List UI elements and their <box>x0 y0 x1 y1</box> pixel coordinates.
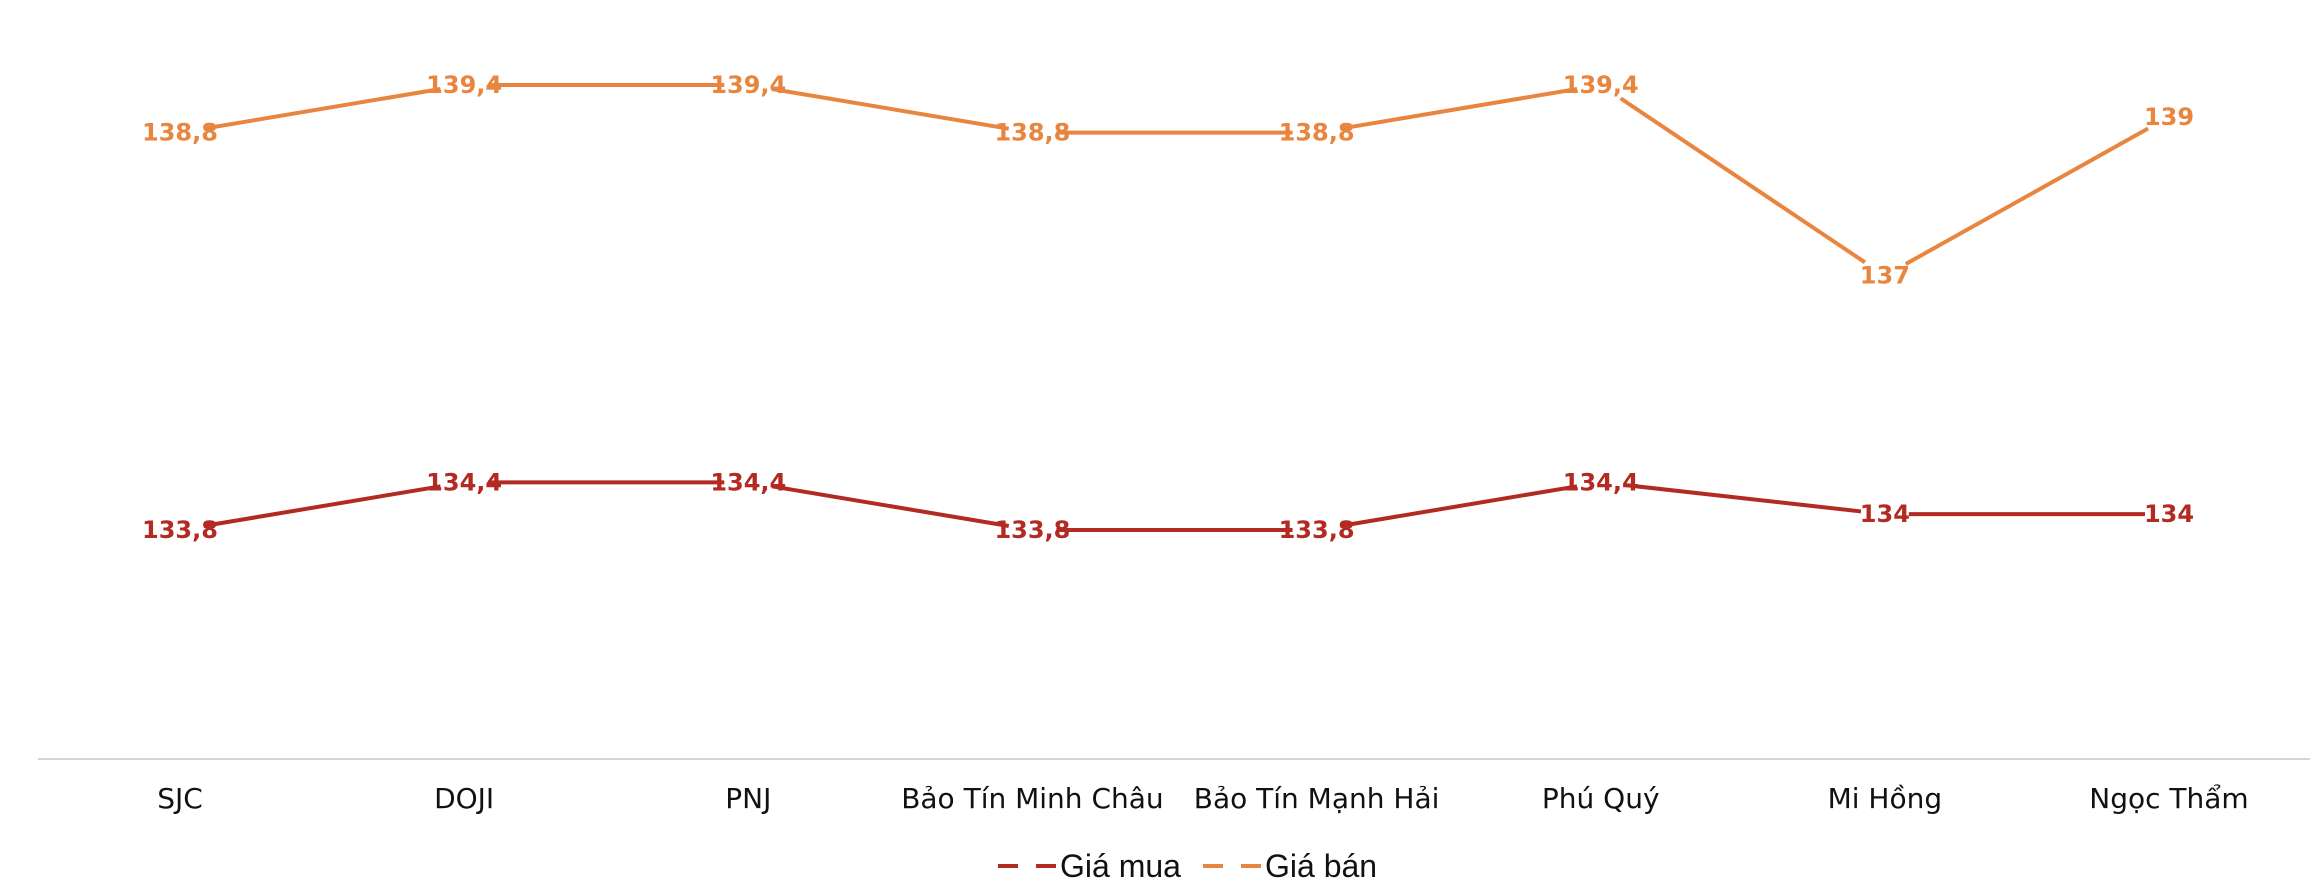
data-label: 134 <box>1860 500 1910 528</box>
data-label: 139,4 <box>710 71 786 99</box>
series-segment <box>1904 126 2150 266</box>
series-segment <box>1619 96 1867 264</box>
category-label: Mi Hồng <box>1828 782 1943 815</box>
category-label: Ngọc Thẩm <box>2089 782 2248 815</box>
series-segment <box>771 484 1010 529</box>
legend: Giá mua Giá bán <box>998 848 1377 884</box>
data-label: 133,8 <box>1279 516 1355 544</box>
series-segment <box>1339 86 1578 131</box>
category-label: Phú Quý <box>1542 782 1660 815</box>
category-label: Bảo Tín Minh Châu <box>901 782 1163 815</box>
series-segment <box>771 86 1010 131</box>
data-label: 134,4 <box>426 468 502 496</box>
legend-label: Giá mua <box>1060 848 1181 884</box>
category-label: SJC <box>157 782 203 815</box>
legend-item: Giá mua <box>998 848 1181 884</box>
legend-item: Giá bán <box>1203 848 1377 884</box>
series-segment <box>1624 483 1862 514</box>
data-label: 133,8 <box>142 516 218 544</box>
legend-label: Giá bán <box>1265 848 1377 884</box>
data-label: 137 <box>1860 262 1910 290</box>
category-label: DOJI <box>434 782 494 815</box>
data-label: 134,4 <box>1563 468 1639 496</box>
data-label: 138,8 <box>994 119 1070 147</box>
series-gia-ban: 138,8 139,4 139,4 138,8 138,8 139,4 137 139 <box>142 71 2194 290</box>
series-layer: 133,8 134,4 134,4 133,8 133,8 134,4 134 134 138,… <box>142 71 2194 544</box>
data-label: 139 <box>2144 103 2194 131</box>
data-label: 133,8 <box>994 516 1070 544</box>
category-axis: SJC DOJI PNJ Bảo Tín Minh Châu Bảo Tín Mạnh … <box>157 782 2249 815</box>
series-segment <box>203 484 441 529</box>
series-segment <box>203 86 441 131</box>
category-label: PNJ <box>725 782 771 815</box>
data-label: 134 <box>2144 500 2194 528</box>
data-label: 138,8 <box>1279 119 1355 147</box>
category-label: Bảo Tín Mạnh Hải <box>1194 782 1440 815</box>
series-segment <box>1339 484 1578 529</box>
data-label: 134,4 <box>710 468 786 496</box>
data-label: 139,4 <box>1563 71 1639 99</box>
series-gia-mua: 133,8 134,4 134,4 133,8 133,8 134,4 134 134 <box>142 468 2194 544</box>
data-label: 139,4 <box>426 71 502 99</box>
data-label: 138,8 <box>142 119 218 147</box>
